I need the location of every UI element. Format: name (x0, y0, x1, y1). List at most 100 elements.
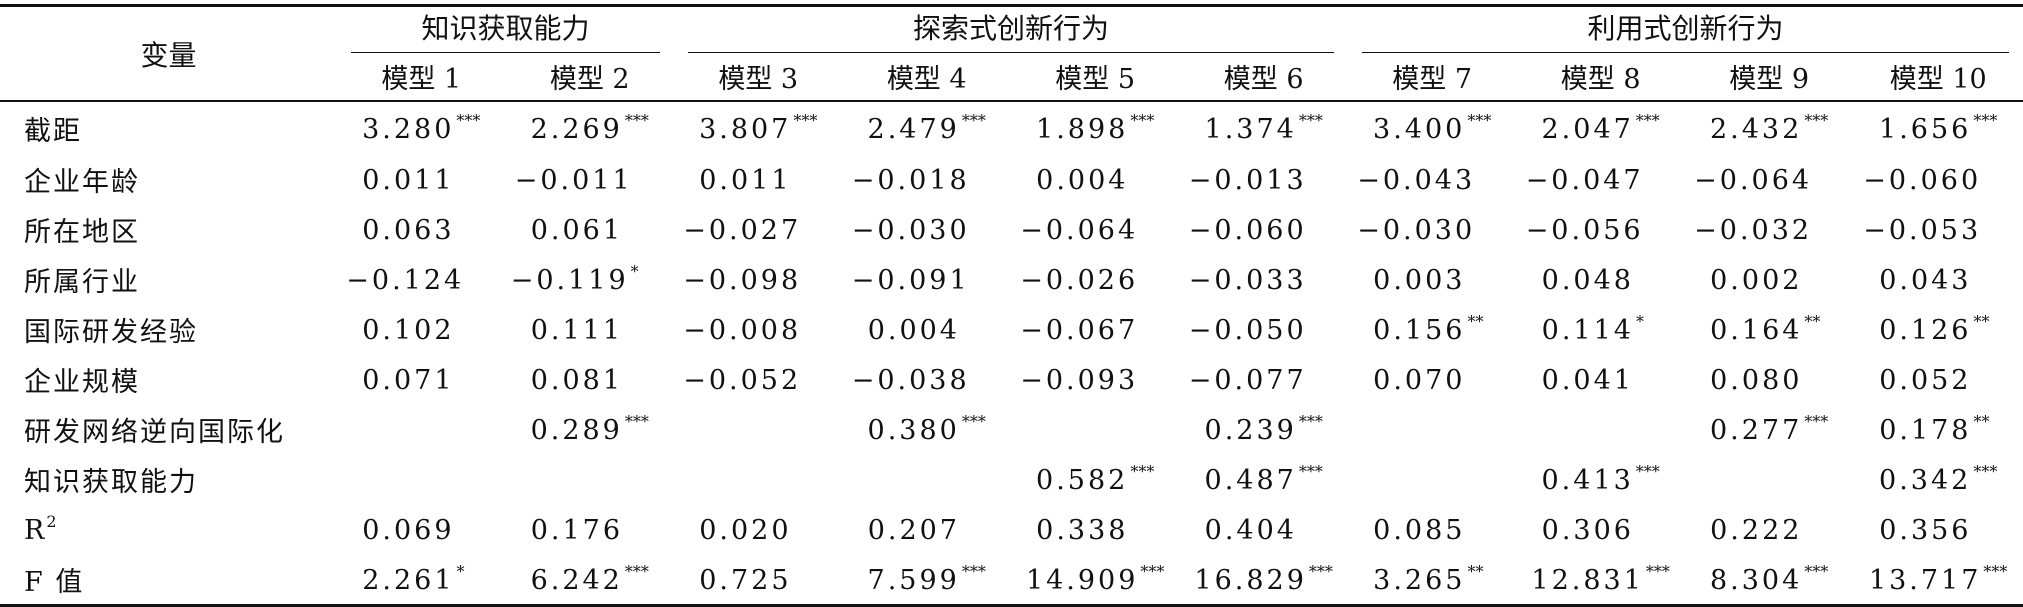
coefficient-cell: −0.011 (505, 154, 674, 204)
coefficient-value: 0.011 (362, 162, 480, 196)
coefficient-cell: 0.126 ** (1853, 304, 2023, 354)
model-header: 模型 9 (1684, 53, 1854, 102)
coefficient-cell: 3.400 *** (1348, 101, 1516, 154)
significance-stars: ** (1973, 412, 1990, 431)
coefficient-value: 0.020 (699, 512, 817, 546)
row-label-text: 所属行业 (24, 266, 140, 298)
coefficient-value: 2.432 *** (1710, 111, 1828, 145)
coefficient-cell: 0.338 (1011, 504, 1179, 554)
coefficient-number: −0.013 (1188, 165, 1307, 196)
coefficient-cell: 0.114 * (1516, 304, 1684, 354)
coefficient-cell: 0.085 (1348, 504, 1516, 554)
coefficient-number: 0.356 (1879, 515, 1972, 546)
coefficient-cell: 2.479 *** (842, 101, 1010, 154)
coefficient-number: 2.261 (362, 565, 455, 596)
coefficient-value: 0.207 (868, 512, 986, 546)
significance-stars: *** (961, 562, 986, 581)
coefficient-cell: −0.060 (1853, 154, 2023, 204)
significance-stars: *** (624, 562, 649, 581)
significance-stars: *** (1973, 462, 1998, 481)
coefficient-value (1373, 412, 1491, 446)
coefficient-value: 0.003 (1373, 262, 1491, 296)
model-header: 模型 7 (1347, 53, 1517, 102)
coefficient-value (1036, 412, 1154, 446)
coefficient-value: 7.599 *** (868, 562, 986, 596)
coefficient-number: 0.069 (362, 515, 455, 546)
coefficient-value: 0.071 (362, 362, 480, 396)
coefficient-number: 0.111 (530, 315, 624, 346)
coefficient-cell: 0.289 *** (505, 404, 674, 454)
coefficient-number: 0.126 (1879, 315, 1972, 346)
coefficient-cell: 0.004 (1011, 154, 1179, 204)
coefficient-number: 0.582 (1036, 465, 1129, 496)
coefficient-value: 0.164 ** (1710, 312, 1828, 346)
coefficient-number: 2.269 (530, 114, 623, 145)
coefficient-value: −0.032 (1694, 212, 1814, 246)
coefficient-value: 0.114 * (1542, 312, 1660, 346)
coefficient-number: 0.338 (1036, 515, 1129, 546)
coefficient-cell (337, 404, 505, 454)
coefficient-number: 2.432 (1709, 114, 1803, 145)
coefficient-cell: 0.582 *** (1011, 454, 1179, 504)
coefficient-value: 0.052 (1879, 362, 1997, 396)
coefficient-cell: 0.176 (505, 504, 674, 554)
coefficient-cell: 0.011 (674, 154, 842, 204)
coefficient-number: 0.004 (1036, 165, 1129, 196)
coefficient-cell: 3.265 ** (1347, 554, 1517, 607)
coefficient-cell: −0.047 (1516, 154, 1684, 204)
significance-stars: * (1635, 312, 1644, 331)
coefficient-cell: 2.261 * (336, 554, 506, 607)
significance-stars: *** (1983, 562, 2008, 581)
significance-stars: *** (1804, 562, 1829, 581)
row-label-text: R (24, 515, 47, 546)
group-header-row: 变量 知识获取能力 探索式创新行为 利用式创新行为 (0, 4, 2023, 102)
model-header: 模型 2 (505, 53, 674, 102)
coefficient-number: −0.056 (1525, 215, 1644, 246)
coefficient-value (868, 462, 986, 496)
coefficient-cell (1685, 454, 1853, 504)
coefficient-cell: −0.124 (337, 254, 505, 304)
coefficient-cell: 0.277 *** (1685, 404, 1853, 454)
coefficient-value: 0.289 *** (531, 412, 649, 446)
coefficient-number: 1.898 (1036, 114, 1129, 145)
coefficient-value: 12.831 *** (1531, 562, 1669, 596)
coefficient-value: 0.043 (1879, 262, 1997, 296)
coefficient-number: 8.304 (1709, 565, 1803, 596)
coefficient-value: 0.725 (699, 562, 817, 596)
coefficient-value (1710, 462, 1828, 496)
coefficient-cell: −0.067 (1011, 304, 1179, 354)
row-label: 所在地区 (0, 204, 337, 254)
model-header-row: 模型 1 模型 2 模型 3 模型 4 模型 5 模型 6 模型 7 模型 8 … (0, 53, 2023, 102)
coefficient-cell: 0.306 (1516, 504, 1684, 554)
coefficient-number: −0.047 (1525, 165, 1644, 196)
coefficient-value: 0.102 (362, 312, 480, 346)
coefficient-number: −0.093 (1020, 365, 1139, 396)
coefficient-cell: −0.013 (1179, 154, 1348, 204)
coefficient-value: 0.002 (1710, 262, 1828, 296)
coefficient-value: 0.404 (1205, 512, 1323, 546)
coefficient-cell: 0.070 (1348, 354, 1516, 404)
coefficient-cell: 2.269 *** (505, 101, 674, 154)
coefficient-cell: 1.898 *** (1011, 101, 1179, 154)
coefficient-value (531, 462, 649, 496)
coefficient-value: 14.909 *** (1026, 562, 1164, 596)
significance-stars: *** (1804, 412, 1829, 431)
coefficient-number: 0.003 (1373, 265, 1466, 296)
coefficient-cell: −0.033 (1179, 254, 1348, 304)
coefficient-number: −0.064 (1694, 165, 1813, 196)
coefficient-cell: −0.056 (1516, 204, 1684, 254)
coefficient-value: −0.093 (1020, 362, 1140, 396)
coefficient-value: −0.050 (1189, 312, 1309, 346)
coefficient-number: 0.156 (1373, 315, 1466, 346)
coefficient-number: −0.018 (851, 165, 970, 196)
coefficient-cell: 8.304 *** (1684, 554, 1854, 607)
coefficient-number: 0.487 (1204, 465, 1297, 496)
model-header: 模型 3 (673, 53, 843, 102)
coefficient-number: −0.060 (1188, 215, 1307, 246)
row-label-superscript: 2 (46, 512, 59, 531)
coefficient-cell: −0.032 (1685, 204, 1853, 254)
coefficient-cell (1348, 454, 1516, 504)
coefficient-value: −0.027 (683, 212, 803, 246)
significance-stars: *** (1645, 562, 1670, 581)
coefficient-number: −0.027 (683, 215, 802, 246)
